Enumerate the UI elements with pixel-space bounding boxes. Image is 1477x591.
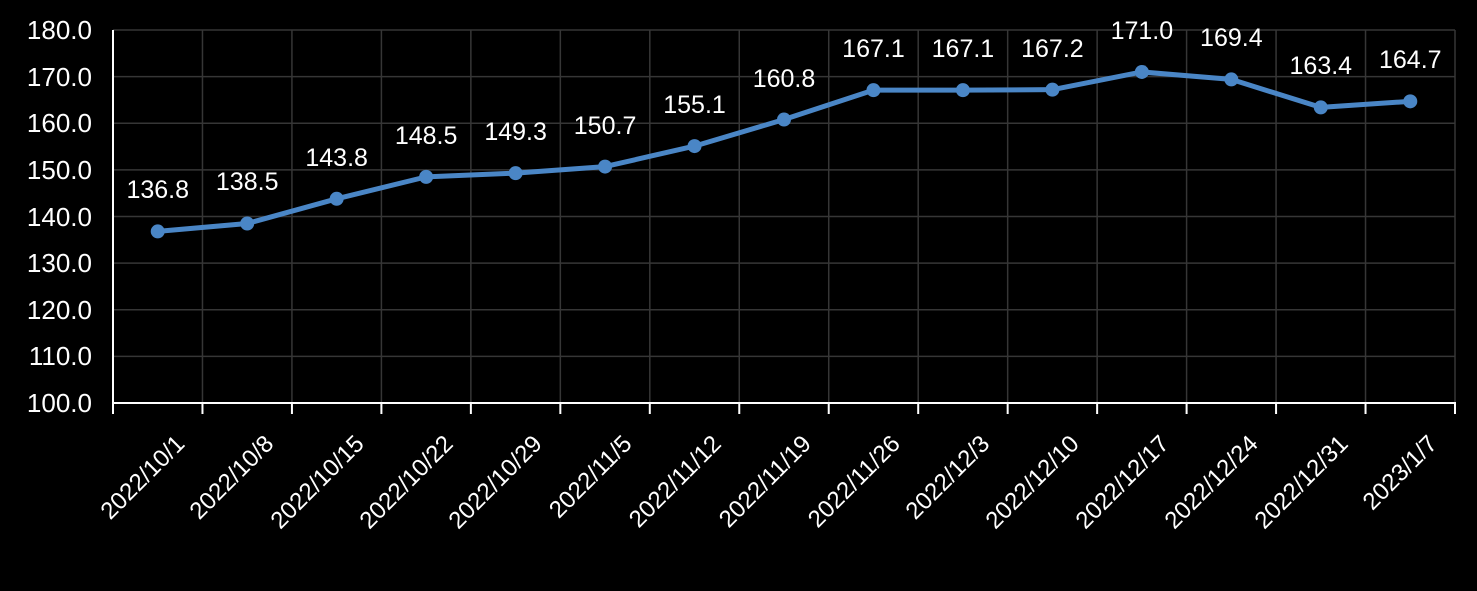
data-point-label: 163.4 <box>1289 52 1353 81</box>
data-point-label: 138.5 <box>215 168 279 197</box>
series-marker <box>329 191 344 206</box>
series-marker <box>866 83 881 98</box>
data-point-label: 167.1 <box>931 35 995 64</box>
data-point-label: 143.8 <box>305 143 368 172</box>
data-point-label: 136.8 <box>126 176 189 205</box>
series-marker <box>1403 94 1418 109</box>
series-marker <box>1134 64 1149 79</box>
data-point-label: 149.3 <box>484 118 547 147</box>
data-point-label: 167.1 <box>842 35 905 64</box>
data-point-label: 171.0 <box>1110 16 1174 45</box>
y-axis-tick-label: 120.0 <box>26 294 92 325</box>
data-point-label: 150.7 <box>573 111 637 140</box>
y-axis-tick-label: 160.0 <box>26 108 92 139</box>
y-axis-tick-label: 130.0 <box>26 248 92 279</box>
data-point-label: 148.5 <box>394 121 458 150</box>
series-marker <box>687 139 702 154</box>
series-marker <box>1224 72 1239 87</box>
y-axis-tick-label: 140.0 <box>26 201 92 232</box>
y-axis-tick-label: 170.0 <box>26 61 92 92</box>
y-axis-tick-label: 110.0 <box>28 341 92 372</box>
series-marker <box>508 166 523 181</box>
series-marker <box>150 224 165 239</box>
y-axis-tick-label: 150.0 <box>26 154 92 185</box>
y-axis-tick-label: 100.0 <box>26 388 92 418</box>
series-marker <box>1045 82 1060 97</box>
y-axis-tick-label: 180.0 <box>26 15 92 45</box>
data-point-label: 167.2 <box>1021 34 1084 63</box>
series-marker <box>598 159 613 174</box>
data-point-label: 169.4 <box>1200 24 1263 53</box>
series-marker <box>240 216 255 231</box>
data-point-label: 155.1 <box>663 91 726 120</box>
series-marker <box>955 83 970 98</box>
series-marker <box>777 112 791 127</box>
data-point-label: 160.8 <box>752 64 816 93</box>
series-marker <box>419 169 434 184</box>
data-point-label: 164.7 <box>1378 46 1442 75</box>
series-marker <box>1313 100 1328 115</box>
